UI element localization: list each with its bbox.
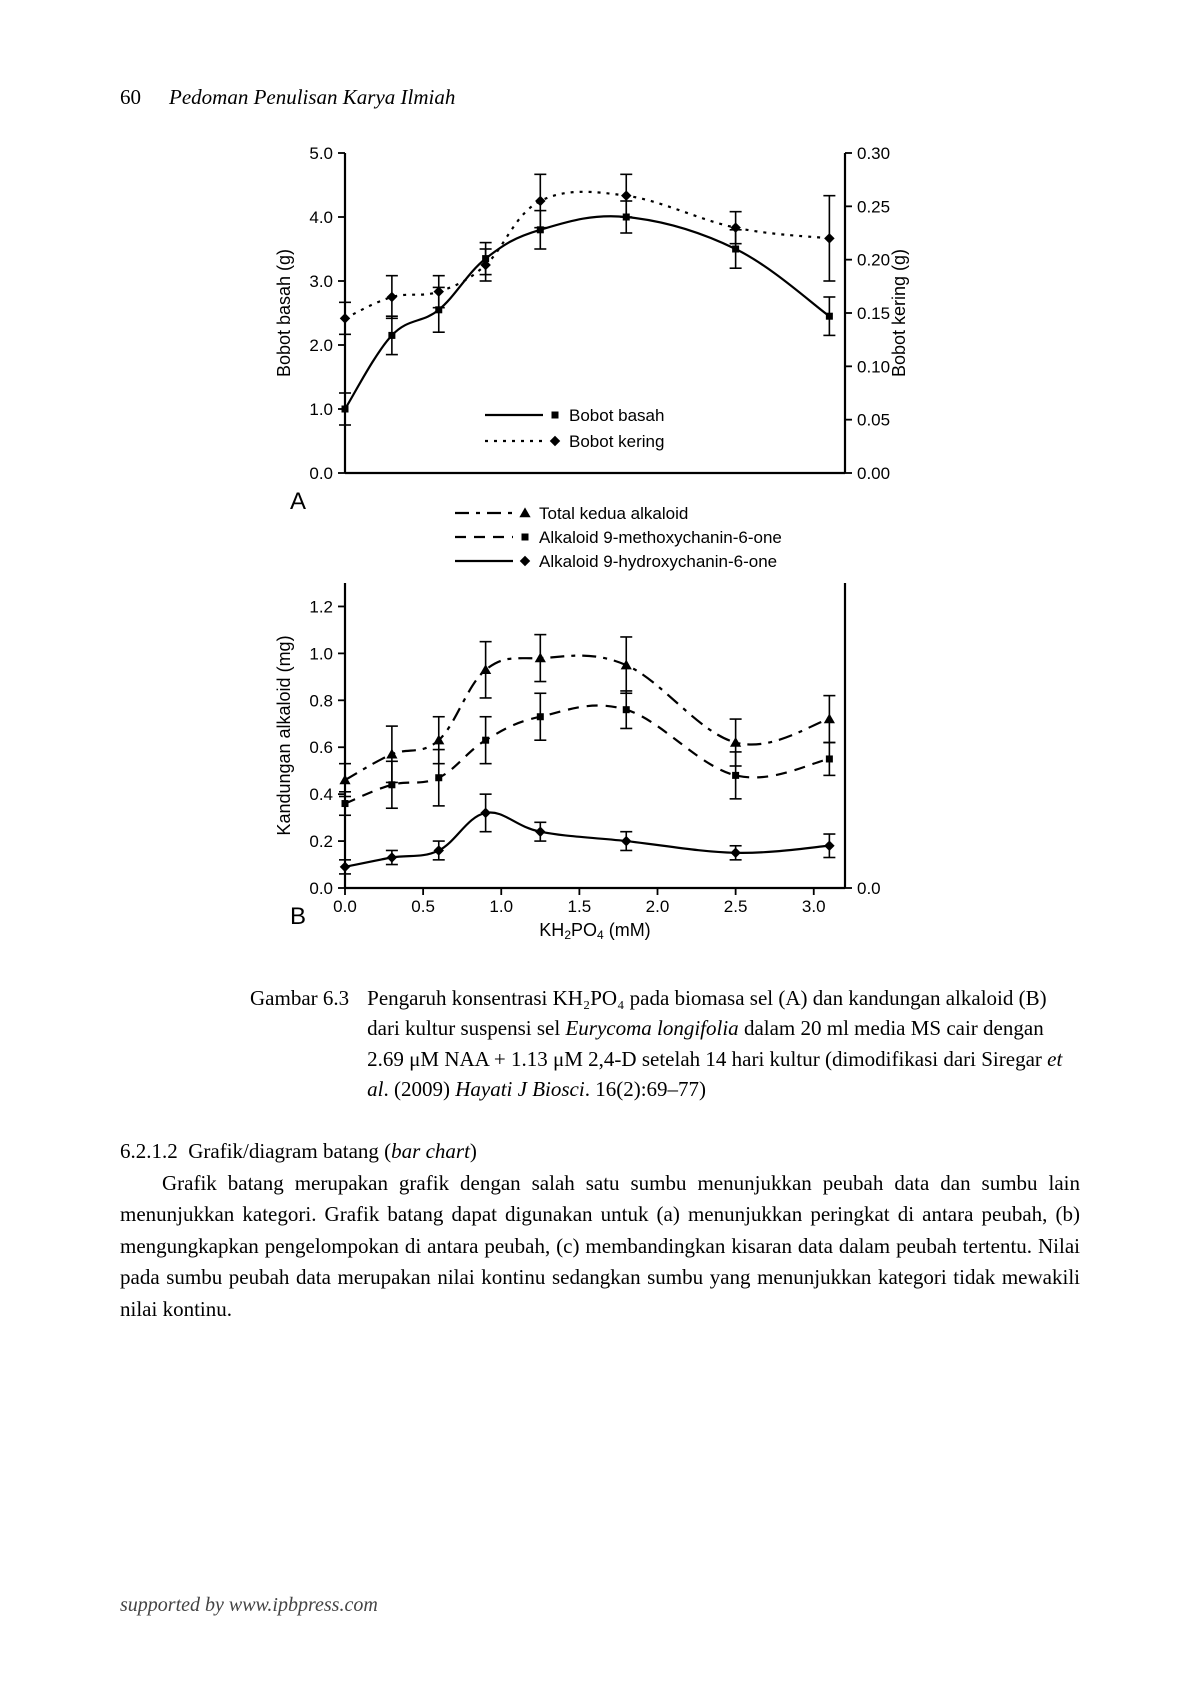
section-title: Grafik/diagram batang: [188, 1139, 379, 1163]
svg-text:0.5: 0.5: [411, 897, 435, 916]
svg-text:1.5: 1.5: [568, 897, 592, 916]
svg-text:Bobot basah (g): Bobot basah (g): [274, 249, 294, 377]
svg-text:0.30: 0.30: [857, 144, 890, 163]
svg-text:2.0: 2.0: [309, 336, 333, 355]
svg-text:0.4: 0.4: [309, 785, 333, 804]
svg-text:0.15: 0.15: [857, 304, 890, 323]
svg-text:3.0: 3.0: [802, 897, 826, 916]
svg-text:Bobot kering: Bobot kering: [569, 432, 664, 451]
svg-text:0.25: 0.25: [857, 197, 890, 216]
svg-text:0.0: 0.0: [333, 897, 357, 916]
section-paragraph: Grafik batang merupakan grafik dengan sa…: [120, 1168, 1080, 1326]
figure-svg: 0.0 1.0 2.0 3.0 4.0 5.0 0.00 0.05 0.10 0.15 0.20 0.…: [250, 138, 970, 958]
svg-text:1.0: 1.0: [489, 897, 513, 916]
svg-text:KH2PO4 (mM): KH2PO4 (mM): [539, 920, 650, 942]
svg-text:0.00: 0.00: [857, 464, 890, 483]
svg-text:0.05: 0.05: [857, 411, 890, 430]
figure-6-3: 0.0 1.0 2.0 3.0 4.0 5.0 0.00 0.05 0.10 0.15 0.20 0.…: [250, 138, 1080, 1105]
svg-text:5.0: 5.0: [309, 144, 333, 163]
svg-text:1.0: 1.0: [309, 644, 333, 663]
svg-text:Bobot basah: Bobot basah: [569, 406, 664, 425]
svg-text:Total kedua alkaloid: Total kedua alkaloid: [539, 504, 688, 523]
running-header: 60 Pedoman Penulisan Karya Ilmiah: [120, 85, 1080, 110]
svg-text:B: B: [290, 903, 306, 930]
svg-text:1.2: 1.2: [309, 597, 333, 616]
section-title-ital: bar chart: [391, 1139, 470, 1163]
section-number: 6.2.1.2: [120, 1139, 178, 1163]
svg-text:A: A: [290, 488, 306, 515]
running-title: Pedoman Penulisan Karya Ilmiah: [169, 85, 455, 109]
svg-text:0.6: 0.6: [309, 738, 333, 757]
svg-text:2.5: 2.5: [724, 897, 748, 916]
svg-text:Kandungan alkaloid (mg): Kandungan alkaloid (mg): [274, 635, 294, 835]
svg-text:0.0: 0.0: [309, 879, 333, 898]
figure-caption: Gambar 6.3 Pengaruh konsentrasi KH₂PO₄ p…: [250, 983, 1080, 1105]
svg-text:Bobot kering (g): Bobot kering (g): [889, 249, 909, 377]
svg-text:Alkaloid 9-methoxychanin-6-one: Alkaloid 9-methoxychanin-6-one: [539, 528, 782, 547]
svg-text:0.0: 0.0: [309, 464, 333, 483]
caption-label: Gambar 6.3: [250, 983, 349, 1105]
svg-text:0.8: 0.8: [309, 691, 333, 710]
section-heading: 6.2.1.2 Grafik/diagram batang (bar chart…: [120, 1139, 1080, 1164]
svg-text:3.0: 3.0: [309, 272, 333, 291]
svg-text:0.10: 0.10: [857, 357, 890, 376]
page-number: 60: [120, 85, 141, 109]
svg-text:0.0: 0.0: [857, 879, 881, 898]
svg-text:Alkaloid 9-hydroxychanin-6-one: Alkaloid 9-hydroxychanin-6-one: [539, 552, 777, 571]
svg-text:0.2: 0.2: [309, 832, 333, 851]
caption-text: Pengaruh konsentrasi KH₂PO₄ pada biomasa…: [367, 983, 1080, 1105]
page-footer: supported by www.ipbpress.com: [120, 1594, 378, 1617]
svg-text:0.20: 0.20: [857, 251, 890, 270]
svg-text:2.0: 2.0: [646, 897, 670, 916]
svg-text:1.0: 1.0: [309, 400, 333, 419]
svg-text:4.0: 4.0: [309, 208, 333, 227]
